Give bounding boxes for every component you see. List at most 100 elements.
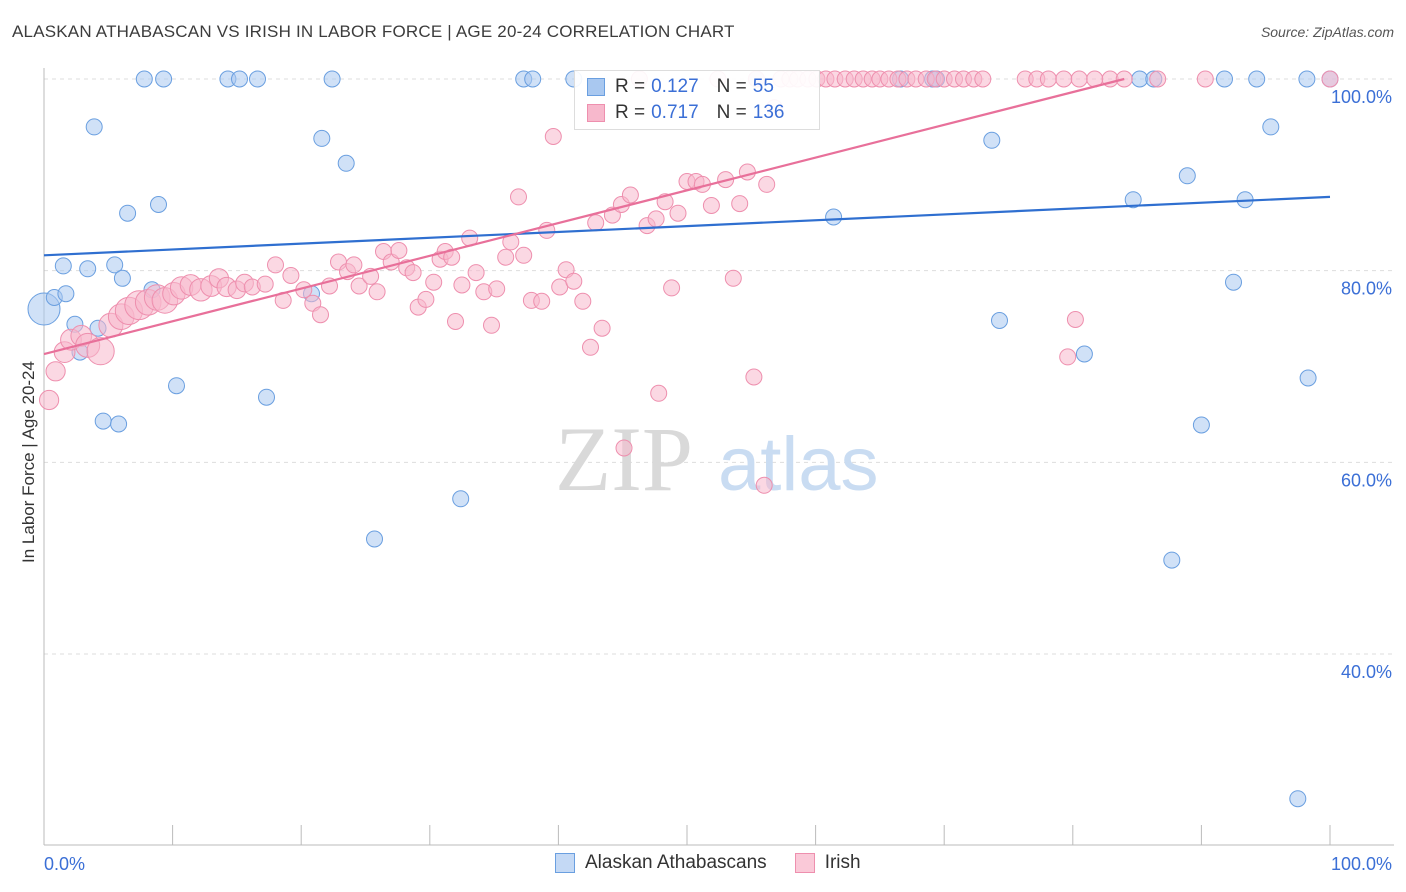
irish-point [404,264,422,282]
alaskan-point [258,388,275,406]
irish-point [1321,70,1339,88]
legend-item-alaskan[interactable]: Alaskan Athabascans [555,852,767,874]
irish-point [483,316,500,334]
alaskan-point [1225,273,1242,291]
y-tick-label: 100.0% [1331,87,1392,107]
chart-title: ALASKAN ATHABASCAN VS IRISH IN LABOR FOR… [12,22,735,41]
alaskan-point [1248,70,1266,88]
watermark: ZIP atlas [555,408,879,510]
irish-point [582,338,599,356]
irish-point [425,273,443,291]
irish-point [544,128,562,145]
alaskan-point [106,256,124,274]
alaskan-point [79,260,97,278]
alaskan-point [1178,167,1196,185]
y-tick-label: 60.0% [1341,470,1392,490]
legend-n-value: 55 [752,76,774,97]
irish-point [574,292,592,310]
alaskan-point [1299,369,1317,387]
irish-point [417,290,435,308]
irish-point [510,188,527,206]
legend-r-label: R = [615,76,646,97]
label-layer: 40.0% 60.0% 80.0% 100.0% 0.0% 100.0% In Labor … [19,87,1392,874]
irish-point [551,278,569,296]
irish-point [312,306,329,324]
correlation-legend: R = 0.127 N = 55 R = 0.717 N = 136 [574,70,820,130]
legend-n-label: N = [716,102,747,123]
irish-point [1149,70,1167,88]
trend-layer [43,77,1331,356]
alaskan-point [313,129,331,147]
irish-point [497,248,515,266]
alaskan-point [1124,191,1142,209]
irish-point [467,264,485,282]
legend-n-label: N = [716,76,747,97]
irish-trend-line [43,77,1125,356]
alaskan-point [1298,70,1316,88]
x-tick-label: 0.0% [44,854,85,874]
irish-point [647,210,665,228]
y-axis-title: In Labor Force | Age 20-24 [19,361,38,563]
irish-point [745,368,763,386]
alaskan-point [1216,70,1233,88]
irish-point [974,70,992,88]
alaskan-point [983,131,1001,149]
irish-point [533,292,551,310]
legend-item-irish[interactable]: Irish [794,852,861,874]
alaskan-point [168,377,185,395]
alaskan-point [135,70,153,88]
irish-point [45,361,66,382]
legend-n-value: 136 [752,102,785,123]
irish-point [1066,311,1084,328]
alaskan-point [1075,345,1093,363]
irish-point [731,195,749,213]
alaskan-point [249,70,266,88]
legend-label-alaskan: Alaskan Athabascans [585,852,767,873]
alaskan-point [1192,416,1210,434]
alaskan-point [119,204,137,222]
irish-point [593,319,611,337]
watermark-atlas: atlas [718,422,879,507]
irish-point [282,267,300,284]
alaskan-point [1131,70,1149,88]
alaskan-point [110,415,128,433]
irish-point [565,272,583,290]
irish-point [1055,70,1073,88]
irish-point [447,313,464,330]
alaskan-point [366,530,383,548]
alaskan-point [113,269,131,287]
irish-point [738,163,756,181]
y-tick-label: 80.0% [1341,279,1392,299]
legend-swatch-pink [794,853,815,873]
series-legend: Alaskan Athabascans Irish [555,852,889,874]
legend-swatch-blue [587,78,605,96]
irish-point [1070,70,1088,88]
alaskan-point [155,70,173,88]
grid-layer [44,78,1394,655]
legend-row-irish: R = 0.717 N = 136 [587,101,802,125]
irish-point [587,214,605,232]
irish-point [1039,70,1057,88]
irish-point [350,277,368,295]
alaskan-point [231,70,248,88]
irish-point [755,476,773,494]
irish-point [86,337,115,366]
irish-point [515,246,533,264]
irish-point [256,275,274,293]
legend-r-value: 0.127 [651,76,699,97]
irish-point [758,175,776,193]
alaskan-point [524,70,542,88]
irish-point [368,283,386,301]
source-label: Source: ZipAtlas.com [1260,24,1394,40]
irish-point [724,269,742,287]
irish-point [669,204,687,222]
legend-row-alaskan: R = 0.127 N = 55 [587,75,792,99]
alaskan-point [150,196,167,213]
irish-point [267,256,284,274]
alaskan-point [57,285,75,303]
irish-point [650,384,668,402]
irish-point [615,439,633,457]
irish-point [453,276,471,294]
x-tick-label: 100.0% [1331,854,1392,874]
